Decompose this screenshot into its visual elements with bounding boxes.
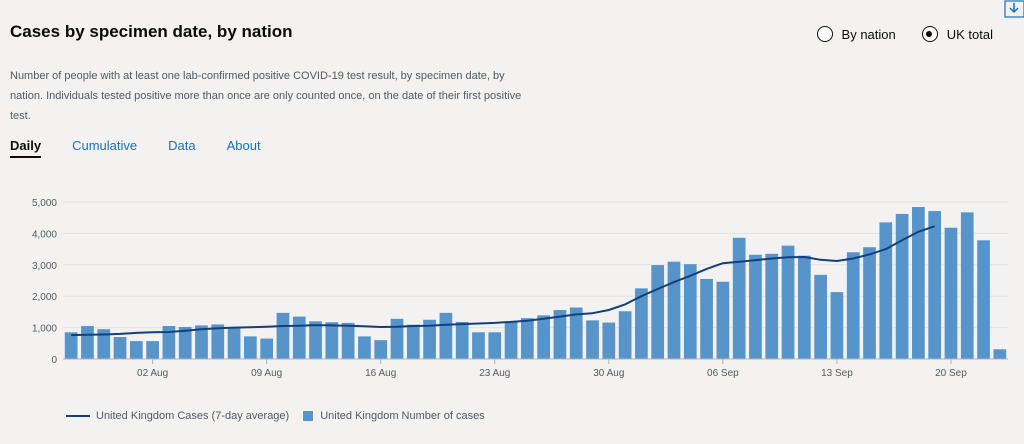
by-nation-radio-circle[interactable] — [816, 26, 833, 42]
cases-chart: 0 1,000 2,000 3,000 4,000 5,000 02 Aug 09 Aug 16… — [32, 198, 1008, 379]
bar[interactable] — [195, 325, 208, 359]
bar[interactable] — [667, 261, 681, 359]
uk-total-radio[interactable]: UK total — [921, 26, 993, 42]
y-tick-label: 5,000 — [32, 198, 57, 209]
bar[interactable] — [455, 321, 469, 359]
y-tick-label: 3,000 — [32, 261, 57, 272]
bar[interactable] — [488, 332, 502, 359]
x-tick-label: 30 Aug — [593, 368, 624, 379]
bar[interactable] — [928, 211, 942, 359]
bar[interactable] — [553, 310, 567, 359]
y-tick-label: 2,000 — [32, 292, 57, 303]
bar[interactable] — [797, 255, 811, 359]
bar[interactable] — [830, 292, 844, 359]
y-tick-label: 4,000 — [32, 229, 57, 240]
bar[interactable] — [260, 338, 274, 359]
legend-bar-swatch — [303, 411, 314, 421]
bar[interactable] — [993, 349, 1007, 359]
chart-description: Number of people with at least one lab-c… — [10, 70, 522, 122]
bar[interactable] — [276, 312, 290, 359]
bar[interactable] — [716, 281, 730, 359]
legend-line-label: United Kingdom Cases (7-day average) — [96, 410, 290, 422]
bar[interactable] — [960, 212, 974, 359]
bar[interactable] — [863, 247, 876, 359]
x-tick-label: 09 Aug — [251, 368, 282, 379]
x-tick-label: 02 Aug — [137, 368, 168, 379]
bar[interactable] — [895, 213, 909, 359]
bar[interactable] — [292, 316, 306, 359]
bar[interactable] — [602, 322, 616, 359]
bar[interactable] — [504, 321, 518, 359]
bar[interactable] — [846, 252, 860, 359]
legend-line-swatch — [66, 415, 90, 417]
x-tick-label: 16 Aug — [365, 368, 396, 379]
bar[interactable] — [423, 319, 436, 359]
bar[interactable] — [569, 307, 583, 359]
x-tick-label: 06 Sep — [707, 368, 739, 379]
bar[interactable] — [64, 332, 78, 359]
bar[interactable] — [406, 324, 420, 359]
x-tick-label: 23 Aug — [479, 368, 510, 379]
bar[interactable] — [749, 254, 762, 359]
y-tick-label: 1,000 — [32, 324, 57, 335]
bar[interactable] — [472, 332, 485, 359]
bar[interactable] — [162, 326, 176, 359]
uk-total-radio-circle[interactable] — [921, 26, 938, 42]
y-tick-label: 0 — [51, 355, 57, 366]
chart-legend: United Kingdom Cases (7-day average) Uni… — [66, 410, 485, 422]
bar[interactable] — [520, 318, 534, 359]
bar[interactable] — [325, 322, 339, 359]
tab-data[interactable]: Data — [168, 138, 196, 153]
legend-bar-label: United Kingdom Number of cases — [320, 410, 485, 422]
tab-cumulative[interactable]: Cumulative — [72, 138, 138, 153]
download-icon[interactable] — [1004, 0, 1024, 18]
bar[interactable] — [765, 253, 779, 359]
bar[interactable] — [439, 312, 453, 359]
bar[interactable] — [732, 237, 746, 359]
bar[interactable] — [390, 318, 404, 359]
bar[interactable] — [977, 240, 990, 359]
bar[interactable] — [700, 278, 713, 359]
bar[interactable] — [944, 227, 958, 359]
bar[interactable] — [879, 222, 893, 359]
bar[interactable] — [618, 311, 632, 359]
bar[interactable] — [374, 340, 388, 359]
bar[interactable] — [178, 326, 192, 359]
bar[interactable] — [146, 341, 159, 359]
x-tick-label: 13 Sep — [821, 368, 853, 379]
tab-about[interactable]: About — [226, 138, 261, 153]
bar[interactable] — [113, 337, 127, 359]
bar[interactable] — [814, 274, 827, 359]
bar[interactable] — [244, 336, 257, 359]
bar[interactable] — [81, 326, 94, 359]
bar[interactable] — [309, 321, 322, 359]
tab-daily[interactable]: Daily — [10, 138, 42, 158]
bar[interactable] — [683, 264, 697, 359]
bar[interactable] — [358, 336, 371, 359]
bar[interactable] — [97, 329, 111, 359]
bar[interactable] — [781, 245, 795, 359]
bar[interactable] — [341, 322, 355, 359]
bar[interactable] — [912, 207, 925, 359]
bar[interactable] — [635, 288, 648, 359]
bar[interactable] — [651, 265, 665, 359]
average-line — [71, 225, 936, 337]
x-tick-label: 20 Sep — [935, 368, 967, 379]
bar[interactable] — [129, 341, 143, 359]
view-toggle: By nation UK total — [816, 26, 993, 42]
bar[interactable] — [211, 324, 225, 359]
bar[interactable] — [537, 315, 551, 359]
uk-total-label: UK total — [946, 26, 993, 42]
by-nation-label: By nation — [841, 26, 896, 42]
bar[interactable] — [586, 320, 599, 359]
bar[interactable] — [227, 327, 241, 359]
chart-tabs: Daily Cumulative Data About — [10, 138, 292, 158]
page-title: Cases by specimen date, by nation — [10, 22, 293, 41]
by-nation-radio[interactable]: By nation — [816, 26, 896, 42]
